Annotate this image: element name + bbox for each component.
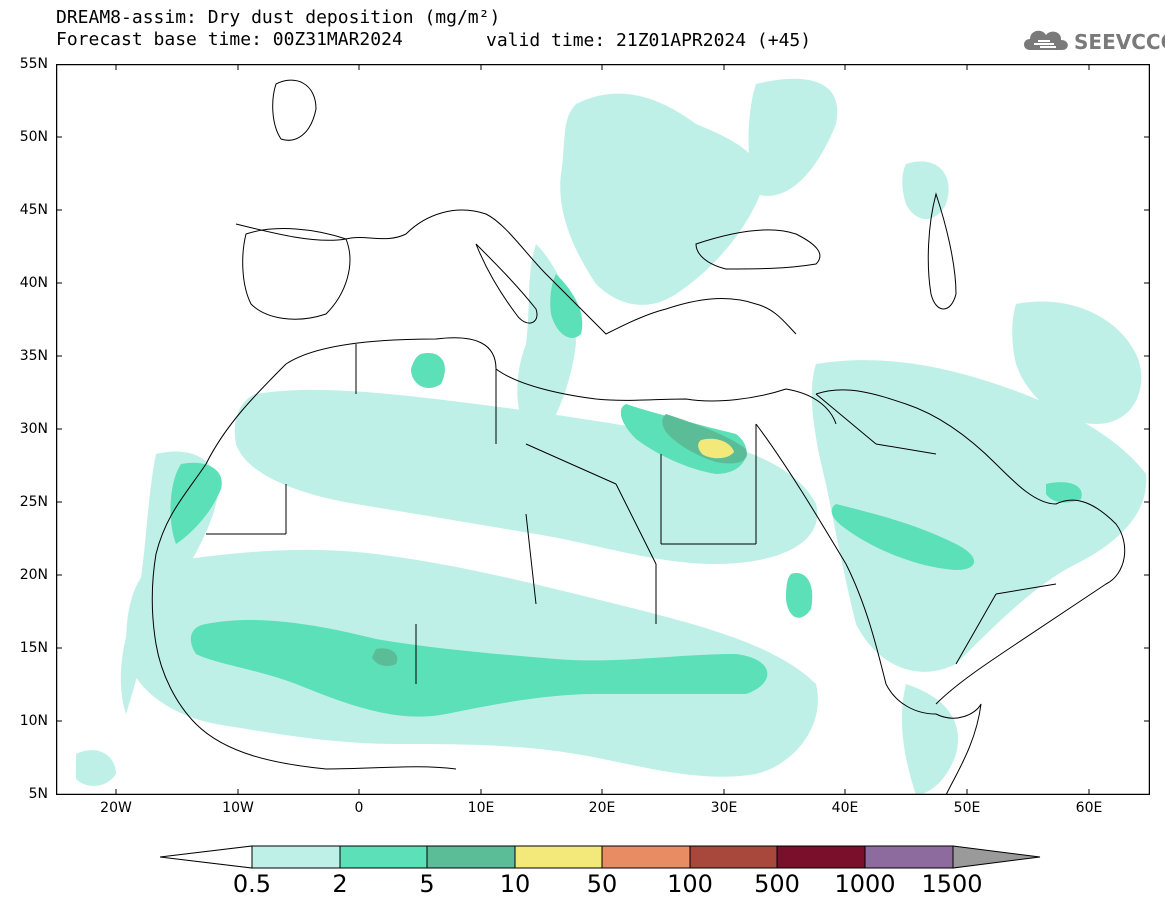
border-countries — [206, 344, 1057, 684]
colorbar-label-100: 100 — [667, 870, 713, 898]
ylabel-25n: 25N — [19, 494, 48, 510]
xlabel-10w: 10W — [222, 800, 254, 816]
colorbar-label-10: 10 — [499, 870, 531, 898]
xlabel-20w: 20W — [100, 800, 132, 816]
colorbar-bin-5 — [601, 845, 691, 869]
valid-time: valid time: 21Z01APR2024 (+45) — [486, 30, 812, 51]
contour-sahel-core — [190, 619, 768, 717]
coastline-italy — [475, 243, 538, 324]
coastline-europe — [235, 209, 797, 335]
dust-deposition-map — [56, 64, 1150, 795]
xlabel-40e: 40E — [831, 800, 859, 816]
colorbar-max-arrow — [952, 845, 1041, 869]
contour-sahel-spot — [372, 648, 398, 667]
cloud-logo-icon — [1024, 30, 1068, 50]
colorbar-bin-1 — [251, 845, 341, 869]
contour-gulf — [1046, 482, 1082, 503]
colorbar-label-5: 5 — [419, 870, 435, 898]
colorbar-bin-8 — [864, 845, 954, 869]
seevccc-logo: SEEVCCC — [1020, 24, 1165, 58]
colorbar-label-1500: 1500 — [921, 870, 983, 898]
colorbar-bin-4 — [514, 845, 603, 869]
colorbar — [160, 845, 1041, 869]
coastline-black-sea — [695, 229, 821, 270]
colorbar-label-0-5: 0.5 — [232, 870, 272, 898]
coastline-iberia — [242, 228, 351, 320]
xlabel-10e: 10E — [467, 800, 495, 816]
coastline-arabia — [815, 389, 1126, 705]
contour-balkans-core — [550, 274, 583, 338]
colorbar-bin-3 — [426, 845, 516, 869]
ylabel-35n: 35N — [19, 348, 48, 364]
coastline-west-africa — [151, 363, 457, 770]
colorbar-bin-6 — [689, 845, 778, 869]
forecast-base-time: Forecast base time: 00Z31MAR2024 — [56, 29, 403, 50]
xlabel-30e: 30E — [710, 800, 738, 816]
contour-egypt-max — [698, 438, 734, 459]
ylabel-50n: 50N — [19, 129, 48, 145]
axis-ticks — [56, 64, 1150, 795]
map-title: DREAM8-assim: Dry dust deposition (mg/m²… — [56, 7, 501, 28]
colorbar-label-50: 50 — [586, 870, 618, 898]
contour-arabia-core — [831, 504, 975, 570]
contour-gulf-guinea — [76, 750, 116, 786]
contour-horn-africa — [901, 684, 958, 795]
xlabel-60e: 60E — [1075, 800, 1103, 816]
contour-central-europe — [560, 93, 763, 305]
colorbar-label-500: 500 — [754, 870, 800, 898]
ylabel-40n: 40N — [19, 275, 48, 291]
coastline-britain — [272, 79, 317, 141]
coastlines-borders — [151, 79, 1126, 795]
contour-iran — [1012, 301, 1142, 424]
colorbar-min-arrow — [160, 845, 253, 869]
ylabel-45n: 45N — [19, 202, 48, 218]
ylabel-30n: 30N — [19, 421, 48, 437]
colorbar-label-1000: 1000 — [834, 870, 896, 898]
ylabel-15n: 15N — [19, 640, 48, 656]
ylabel-55n: 55N — [19, 56, 48, 72]
coastline-horn — [935, 703, 982, 795]
contour-tunisia — [411, 353, 445, 389]
ylabel-10n: 10N — [19, 713, 48, 729]
deposition-contours — [76, 78, 1147, 795]
xlabel-0: 0 — [354, 800, 364, 816]
xlabel-50e: 50E — [953, 800, 981, 816]
logo-text: SEEVCCC — [1074, 30, 1165, 54]
coastline-north-africa — [285, 337, 837, 425]
xlabel-20e: 20E — [588, 800, 616, 816]
contour-arabia — [811, 360, 1147, 672]
coastline-red-sea — [755, 423, 937, 715]
contour-western-sahara — [170, 462, 222, 544]
contour-sudan-east — [786, 573, 813, 618]
contour-east-europe — [748, 78, 838, 196]
coastline-caspian — [927, 192, 957, 310]
colorbar-bin-2 — [339, 845, 428, 869]
ylabel-5n: 5N — [28, 786, 48, 802]
contour-caspian — [902, 161, 949, 219]
ylabel-20n: 20N — [19, 567, 48, 583]
colorbar-bin-7 — [776, 845, 866, 869]
colorbar-label-2: 2 — [332, 870, 348, 898]
